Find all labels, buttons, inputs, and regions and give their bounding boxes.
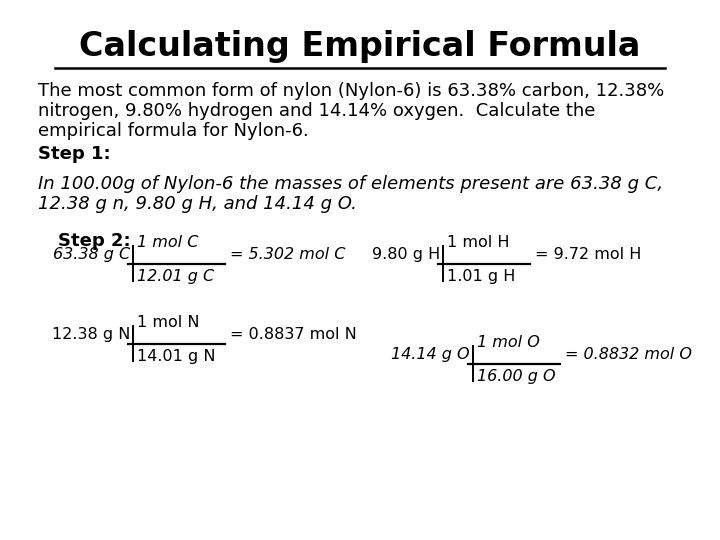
Text: 1 mol C: 1 mol C [137,235,199,250]
Text: Calculating Empirical Formula: Calculating Empirical Formula [79,30,641,63]
Text: 1 mol H: 1 mol H [447,235,510,250]
Text: = 5.302 mol C: = 5.302 mol C [230,247,346,262]
Text: 12.01 g C: 12.01 g C [137,269,214,284]
Text: The most common form of nylon (Nylon-6) is 63.38% carbon, 12.38%: The most common form of nylon (Nylon-6) … [38,82,665,100]
Text: 63.38 g C: 63.38 g C [53,247,130,262]
Text: Step 1:: Step 1: [38,145,111,163]
Text: 12.38 g n, 9.80 g H, and 14.14 g O.: 12.38 g n, 9.80 g H, and 14.14 g O. [38,195,357,213]
Text: In 100.00g of Nylon-6 the masses of elements present are 63.38 g C,: In 100.00g of Nylon-6 the masses of elem… [38,175,663,193]
Text: = 9.72 mol H: = 9.72 mol H [535,247,642,262]
Text: nitrogen, 9.80% hydrogen and 14.14% oxygen.  Calculate the: nitrogen, 9.80% hydrogen and 14.14% oxyg… [38,102,595,120]
Text: = 0.8832 mol O: = 0.8832 mol O [565,347,692,362]
Text: Step 2:: Step 2: [58,232,130,250]
Text: 14.01 g N: 14.01 g N [137,349,215,364]
Text: empirical formula for Nylon-6.: empirical formula for Nylon-6. [38,122,309,140]
Text: 1.01 g H: 1.01 g H [447,269,516,284]
Text: 1 mol N: 1 mol N [137,315,199,330]
Text: 12.38 g N: 12.38 g N [52,327,130,342]
Text: 16.00 g O: 16.00 g O [477,369,556,384]
Text: 14.14 g O: 14.14 g O [392,347,470,362]
Text: 1 mol O: 1 mol O [477,335,540,350]
Text: = 0.8837 mol N: = 0.8837 mol N [230,327,356,342]
Text: 9.80 g H: 9.80 g H [372,247,440,262]
